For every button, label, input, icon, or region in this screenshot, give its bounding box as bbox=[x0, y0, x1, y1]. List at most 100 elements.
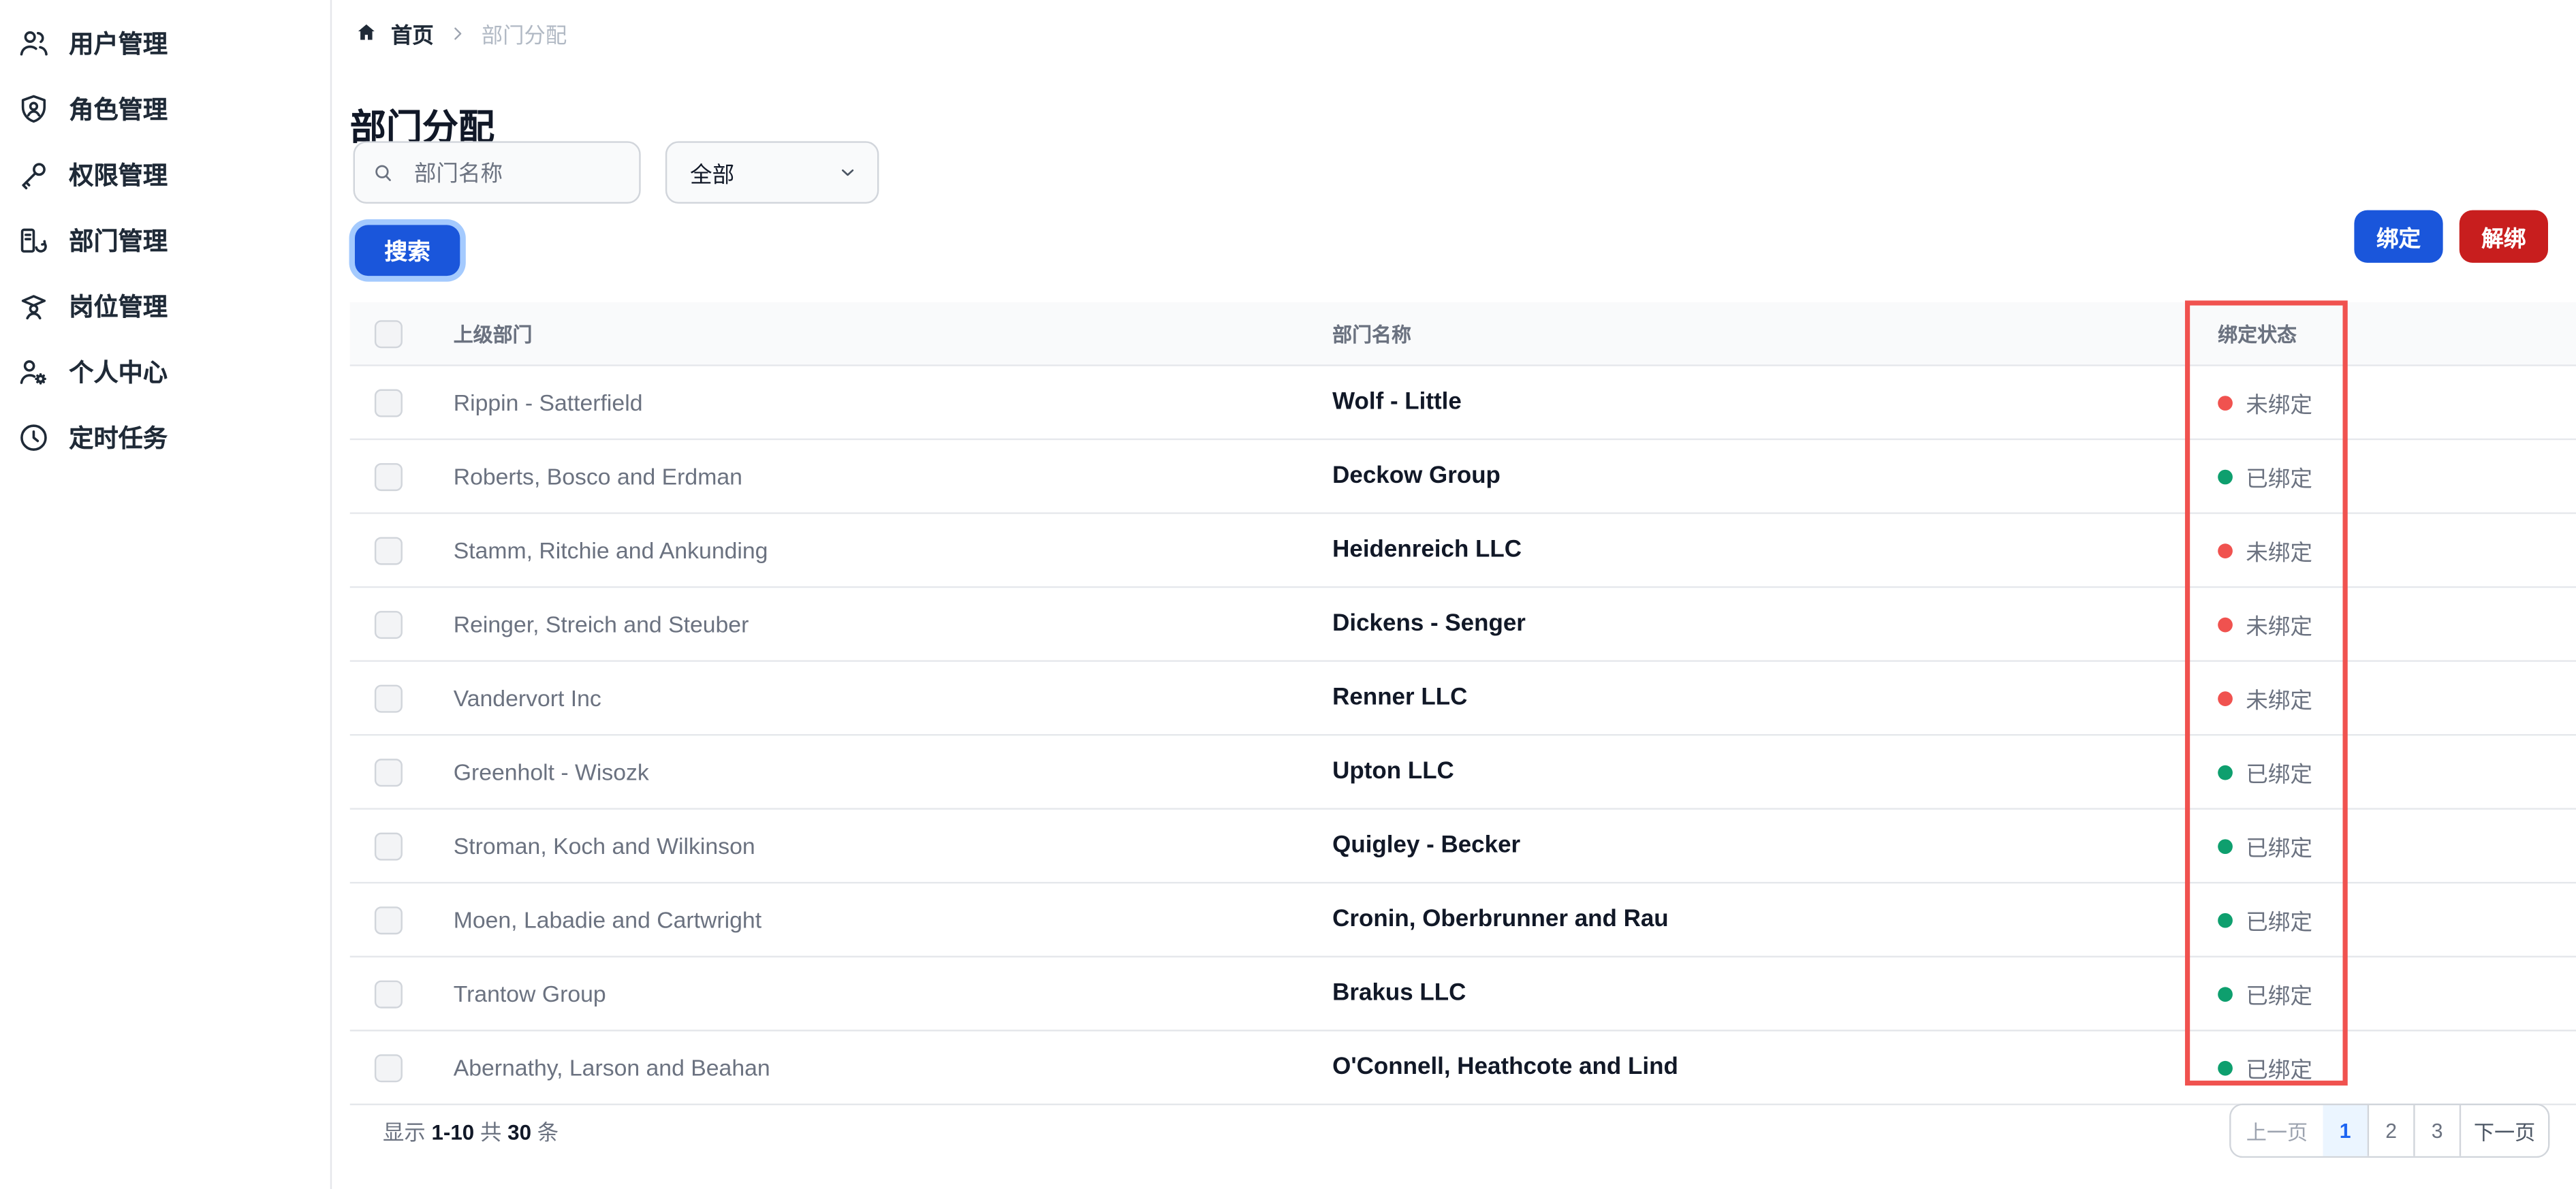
department-name-cell: Wolf - Little bbox=[1332, 389, 1462, 416]
status-filter-select[interactable]: 全部 bbox=[665, 141, 879, 204]
prev-page-button[interactable]: 上一页 bbox=[2231, 1105, 2323, 1156]
status-dot bbox=[2218, 543, 2233, 558]
sidebar: 用户管理 角色管理 权限管理 部门管理 bbox=[0, 0, 332, 1189]
table-row: Vandervort Inc Renner LLC 未绑定 bbox=[349, 661, 2576, 736]
binding-status-cell: 已绑定 bbox=[2185, 829, 2346, 862]
sidebar-item-user-management[interactable]: 用户管理 bbox=[0, 10, 330, 75]
header-department-name: 部门名称 bbox=[1332, 322, 1411, 346]
status-label: 已绑定 bbox=[2246, 761, 2312, 787]
pagination-info: 显示 1-10 共 30 条 bbox=[383, 1115, 559, 1146]
table-row: Stamm, Ritchie and Ankunding Heidenreich… bbox=[349, 513, 2576, 588]
table-row: Trantow Group Brakus LLC 已绑定 bbox=[349, 957, 2576, 1032]
header-checkbox-cell bbox=[350, 319, 454, 348]
parent-department-cell: Moen, Labadie and Cartwright bbox=[453, 906, 762, 933]
search-button[interactable]: 搜索 bbox=[354, 225, 460, 276]
status-filter-value: 全部 bbox=[690, 162, 735, 187]
users-icon bbox=[20, 30, 48, 55]
department-name-cell: Cronin, Oberbrunner and Rau bbox=[1332, 906, 1669, 933]
search-icon bbox=[375, 164, 391, 180]
row-checkbox[interactable] bbox=[374, 462, 403, 490]
department-search-box bbox=[353, 141, 641, 204]
parent-department-cell: Vandervort Inc bbox=[453, 684, 601, 712]
header-parent-department: 上级部门 bbox=[453, 322, 533, 346]
bind-button[interactable]: 绑定 bbox=[2354, 210, 2443, 263]
pagination-total: 30 bbox=[507, 1120, 532, 1145]
table-row: Rippin - Satterfield Wolf - Little 未绑定 bbox=[349, 366, 2576, 441]
department-name-cell: Upton LLC bbox=[1332, 759, 1454, 785]
row-checkbox[interactable] bbox=[374, 536, 403, 565]
page-number-button[interactable]: 1 bbox=[2323, 1105, 2368, 1156]
status-label: 未绑定 bbox=[2246, 688, 2312, 713]
parent-department-cell: Trantow Group bbox=[453, 980, 606, 1007]
pagination-showing-label: 显示 bbox=[382, 1120, 426, 1145]
department-name-input[interactable] bbox=[410, 158, 631, 187]
unbind-button[interactable]: 解绑 bbox=[2459, 210, 2548, 263]
binding-status-cell: 已绑定 bbox=[2185, 903, 2346, 936]
status-dot bbox=[2218, 986, 2233, 1001]
page-title: 部门分配 bbox=[349, 106, 495, 148]
status-label: 已绑定 bbox=[2246, 836, 2312, 861]
next-page-button[interactable]: 下一页 bbox=[2459, 1105, 2548, 1156]
sidebar-item-scheduled-tasks[interactable]: 定时任务 bbox=[0, 404, 330, 469]
department-icon bbox=[20, 227, 47, 252]
sidebar-item-role-management[interactable]: 角色管理 bbox=[0, 76, 330, 141]
pagination-total-label: 共 bbox=[480, 1120, 502, 1145]
status-label: 未绑定 bbox=[2246, 614, 2312, 639]
select-all-checkbox[interactable] bbox=[374, 319, 403, 348]
sidebar-item-position-management[interactable]: 岗位管理 bbox=[0, 272, 330, 338]
page-number-button[interactable]: 3 bbox=[2413, 1105, 2460, 1156]
row-checkbox[interactable] bbox=[374, 979, 403, 1008]
row-checkbox[interactable] bbox=[374, 684, 403, 712]
table-row: Moen, Labadie and Cartwright Cronin, Obe… bbox=[349, 883, 2576, 957]
sidebar-item-label: 岗位管理 bbox=[69, 293, 168, 321]
binding-status-cell: 未绑定 bbox=[2185, 682, 2346, 714]
row-checkbox[interactable] bbox=[374, 905, 403, 934]
sidebar-item-personal-center[interactable]: 个人中心 bbox=[0, 338, 330, 404]
parent-department-cell: Stroman, Koch and Wilkinson bbox=[453, 832, 755, 859]
row-checkbox[interactable] bbox=[374, 831, 403, 860]
parent-department-cell: Abernathy, Larson and Beahan bbox=[453, 1054, 770, 1081]
breadcrumb: 首页 部门分配 bbox=[355, 18, 567, 48]
binding-status-cell: 已绑定 bbox=[2185, 1051, 2346, 1083]
header-binding-status: 绑定状态 bbox=[2218, 322, 2297, 346]
status-dot bbox=[2218, 912, 2233, 928]
page-number-button[interactable]: 2 bbox=[2367, 1105, 2414, 1156]
row-checkbox[interactable] bbox=[374, 609, 403, 638]
status-dot bbox=[2218, 469, 2233, 484]
binding-status-cell: 已绑定 bbox=[2185, 460, 2346, 492]
department-name-cell: O'Connell, Heathcote and Lind bbox=[1332, 1054, 1678, 1081]
table-body: Rippin - Satterfield Wolf - Little 未绑定 R… bbox=[349, 366, 2576, 1106]
shield-user-icon bbox=[21, 94, 46, 122]
table-row: Reinger, Streich and Steuber Dickens - S… bbox=[349, 588, 2576, 662]
table-header-row: 上级部门 部门名称 绑定状态 bbox=[349, 302, 2576, 366]
sidebar-item-label: 个人中心 bbox=[69, 358, 168, 387]
breadcrumb-current: 部门分配 bbox=[481, 22, 567, 47]
department-name-cell: Brakus LLC bbox=[1332, 980, 1466, 1007]
status-dot bbox=[2218, 764, 2233, 780]
sidebar-item-label: 权限管理 bbox=[69, 161, 168, 190]
sidebar-item-label: 部门管理 bbox=[69, 227, 168, 256]
table-row: Greenholt - Wisozk Upton LLC 已绑定 bbox=[349, 735, 2576, 810]
clock-icon bbox=[20, 424, 47, 450]
table-row: Roberts, Bosco and Erdman Deckow Group 已… bbox=[349, 440, 2576, 514]
breadcrumb-home-label: 首页 bbox=[391, 22, 434, 47]
row-checkbox[interactable] bbox=[374, 757, 403, 786]
binding-status-cell: 未绑定 bbox=[2185, 386, 2346, 419]
row-checkbox[interactable] bbox=[374, 388, 403, 417]
breadcrumb-home-link[interactable]: 首页 bbox=[355, 17, 434, 48]
sidebar-item-department-management[interactable]: 部门管理 bbox=[0, 207, 330, 272]
parent-department-cell: Roberts, Bosco and Erdman bbox=[453, 463, 742, 490]
table-row: Stroman, Koch and Wilkinson Quigley - Be… bbox=[349, 809, 2576, 884]
department-name-cell: Heidenreich LLC bbox=[1332, 537, 1522, 564]
binding-status-cell: 未绑定 bbox=[2185, 607, 2346, 640]
status-label: 未绑定 bbox=[2246, 392, 2312, 417]
parent-department-cell: Reinger, Streich and Steuber bbox=[453, 611, 749, 637]
row-checkbox[interactable] bbox=[374, 1053, 403, 1082]
status-label: 已绑定 bbox=[2246, 910, 2312, 935]
status-dot bbox=[2218, 691, 2233, 706]
sidebar-item-permission-management[interactable]: 权限管理 bbox=[0, 141, 330, 206]
pagination-unit-label: 条 bbox=[537, 1120, 559, 1145]
parent-department-cell: Greenholt - Wisozk bbox=[453, 759, 649, 785]
